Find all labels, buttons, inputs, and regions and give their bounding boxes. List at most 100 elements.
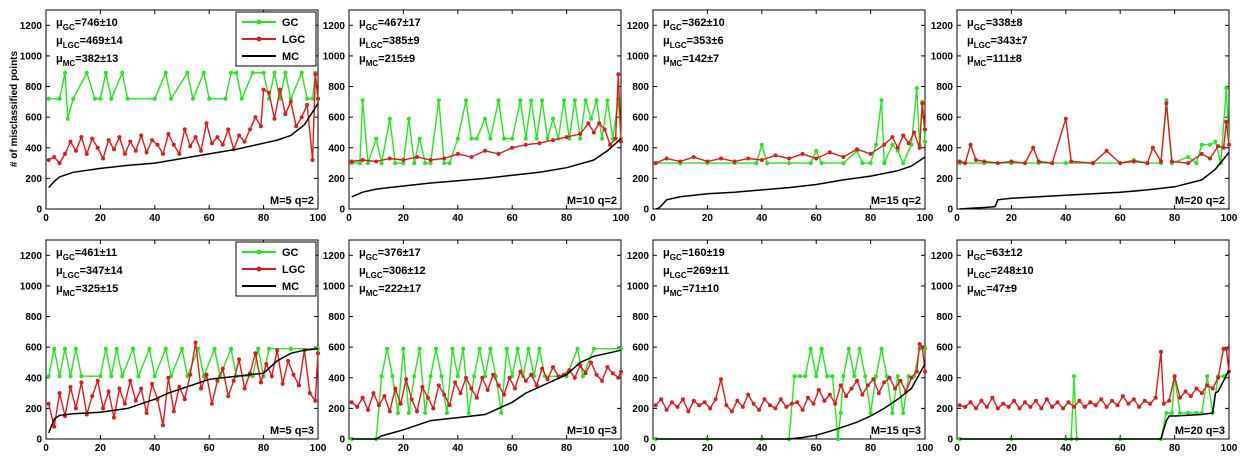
x-tick-label: 0 bbox=[650, 213, 656, 224]
data-point-lgc bbox=[220, 366, 225, 371]
data-point-lgc bbox=[1148, 401, 1153, 406]
data-point-lgc bbox=[1006, 404, 1011, 409]
data-point-lgc bbox=[57, 161, 62, 166]
chart-panel: 0 200 400 600 800 1000 1200 0 20 40 60 80 100 μGC=338… bbox=[931, 9, 1238, 224]
y-tick-label: 400 bbox=[25, 143, 42, 154]
data-point-lgc bbox=[800, 151, 805, 156]
data-point-lgc bbox=[150, 381, 155, 386]
data-point-lgc bbox=[431, 406, 436, 411]
data-point-lgc bbox=[1208, 156, 1212, 161]
data-point-lgc bbox=[133, 148, 138, 153]
y-tick-label: 1000 bbox=[20, 281, 43, 292]
panel-parameter-label: M=15 q=3 bbox=[871, 425, 921, 437]
data-point-lgc bbox=[199, 386, 203, 391]
data-point-lgc bbox=[1205, 383, 1210, 388]
data-point-lgc bbox=[691, 398, 696, 403]
data-point-gc bbox=[765, 161, 770, 166]
y-tick-label: 400 bbox=[328, 143, 345, 154]
data-point-gc bbox=[825, 374, 830, 379]
data-point-gc bbox=[534, 136, 539, 141]
data-point-lgc bbox=[974, 406, 978, 411]
data-point-lgc bbox=[182, 397, 187, 402]
data-point-lgc bbox=[79, 135, 84, 140]
series-line-mc bbox=[959, 151, 1230, 210]
data-point-gc bbox=[496, 98, 501, 103]
data-point-lgc bbox=[1091, 161, 1095, 166]
data-point-lgc bbox=[1072, 404, 1076, 409]
y-tick-label: 1000 bbox=[323, 281, 346, 292]
legend-marker bbox=[256, 266, 262, 272]
data-point-gc bbox=[787, 161, 791, 166]
data-point-gc bbox=[379, 374, 384, 379]
data-point-lgc bbox=[188, 144, 193, 149]
data-point-lgc bbox=[188, 372, 193, 377]
data-point-lgc bbox=[995, 161, 1000, 166]
data-point-lgc bbox=[46, 401, 51, 406]
data-point-lgc bbox=[719, 156, 723, 161]
x-tick-label: 80 bbox=[258, 443, 270, 454]
data-point-lgc bbox=[1061, 406, 1066, 411]
data-point-gc bbox=[417, 136, 422, 141]
y-tick-label: 400 bbox=[632, 373, 649, 384]
data-point-lgc bbox=[523, 142, 528, 147]
data-point-gc bbox=[537, 346, 542, 351]
data-point-lgc bbox=[199, 148, 203, 153]
x-tick-label: 0 bbox=[43, 213, 49, 224]
data-point-gc bbox=[472, 374, 477, 379]
data-point-gc bbox=[57, 96, 62, 101]
data-point-gc bbox=[1186, 155, 1191, 159]
data-point-lgc bbox=[1145, 161, 1150, 166]
data-point-gc bbox=[469, 136, 474, 141]
data-point-lgc bbox=[1110, 398, 1114, 403]
x-tick-label: 20 bbox=[1006, 443, 1018, 454]
data-point-lgc bbox=[106, 389, 111, 394]
data-point-lgc bbox=[670, 400, 674, 405]
y-tick-label: 800 bbox=[25, 82, 42, 93]
data-point-gc bbox=[1186, 411, 1191, 415]
data-point-lgc bbox=[374, 159, 379, 164]
data-point-gc bbox=[499, 411, 504, 415]
data-point-gc bbox=[477, 346, 482, 351]
data-point-lgc bbox=[248, 127, 252, 132]
y-tick-label: 400 bbox=[25, 373, 42, 384]
y-tick-label: 1000 bbox=[20, 51, 43, 62]
data-point-lgc bbox=[1077, 398, 1082, 403]
data-point-gc bbox=[439, 374, 444, 379]
data-point-lgc bbox=[551, 365, 555, 370]
data-point-gc bbox=[890, 411, 895, 415]
data-point-lgc bbox=[101, 406, 106, 411]
data-point-lgc bbox=[529, 372, 534, 377]
y-tick-label: 1200 bbox=[323, 21, 346, 32]
data-point-gc bbox=[759, 142, 764, 147]
legend-label: MC bbox=[282, 51, 299, 63]
data-point-gc bbox=[841, 374, 846, 379]
y-tick-label: 200 bbox=[632, 174, 649, 185]
data-point-lgc bbox=[608, 142, 613, 147]
stat-label: μMC=47±9 bbox=[967, 283, 1017, 298]
data-point-lgc bbox=[483, 148, 487, 153]
data-point-lgc bbox=[425, 395, 430, 400]
y-tick-label: 0 bbox=[36, 205, 42, 216]
data-point-lgc bbox=[349, 400, 354, 405]
y-tick-label: 0 bbox=[947, 435, 953, 446]
data-point-lgc bbox=[906, 141, 911, 146]
data-point-gc bbox=[572, 98, 577, 103]
data-point-lgc bbox=[732, 159, 737, 164]
data-point-lgc bbox=[355, 404, 360, 409]
data-point-gc bbox=[379, 161, 384, 166]
stat-label: μMC=142±7 bbox=[663, 53, 719, 68]
data-point-gc bbox=[846, 346, 851, 351]
data-point-gc bbox=[510, 136, 515, 141]
stat-label: μGC=376±17 bbox=[359, 247, 421, 262]
data-point-lgc bbox=[272, 116, 277, 121]
data-point-lgc bbox=[887, 375, 892, 380]
data-point-lgc bbox=[1088, 400, 1093, 405]
data-point-gc bbox=[152, 374, 157, 379]
data-point-gc bbox=[147, 346, 152, 351]
data-point-lgc bbox=[307, 391, 312, 396]
data-point-lgc bbox=[564, 135, 569, 140]
data-point-lgc bbox=[605, 365, 610, 370]
data-point-gc bbox=[1063, 161, 1068, 166]
data-point-lgc bbox=[1167, 398, 1172, 403]
data-point-lgc bbox=[52, 424, 57, 429]
